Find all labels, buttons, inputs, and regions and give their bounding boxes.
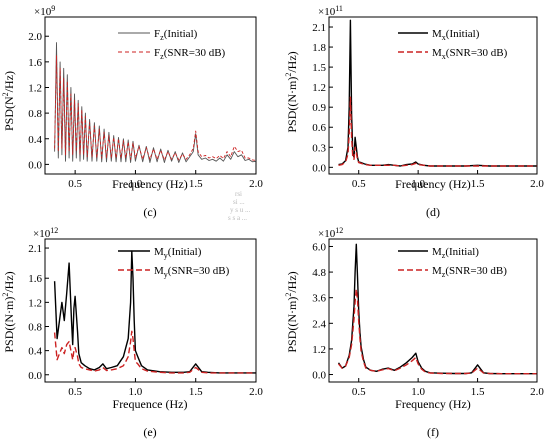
y-tick-label: 0.8 (28, 321, 42, 333)
y-tick-label: 0.4 (28, 346, 42, 358)
series-line-snr (337, 288, 537, 375)
panel-d: ×1011 PSD((N·m)2/Hz) 0.0 0.3 0.6 0.9 1.2 1.5 1… (284, 4, 544, 219)
y-tick-label: 1.2 (312, 344, 326, 356)
legend-label-initial: Fz(Initial) (154, 28, 198, 42)
svg-text:PSD((N·m)2/Hz): PSD((N·m)2/Hz) (284, 271, 299, 352)
legend-label-snr: My(SNR=30 dB) (154, 265, 230, 279)
series-line-initial (338, 19, 537, 167)
y-tick-label: 0.6 (312, 122, 326, 134)
y-axis-label: PSD(N2/Hz) (1, 71, 16, 131)
y-tick-label: 2.1 (312, 22, 326, 34)
x-tick-label: 1.0 (129, 386, 143, 398)
x-tick-label: 2.0 (249, 178, 263, 190)
plot-frame (44, 16, 257, 175)
y-tick-label: 4.8 (312, 267, 326, 279)
y-tick-label: 0.0 (312, 370, 326, 382)
y-tick-label: 0.8 (28, 108, 42, 120)
panel-c: ×109 PSD(N2/Hz) 0.0 0.4 0.8 1.2 1.6 2.0 0.5 1.… (1, 4, 263, 222)
x-tick-label: 2.0 (530, 178, 544, 190)
panel-caption: (e) (143, 425, 156, 439)
plot-data (53, 250, 256, 374)
x-tick-label: 2.0 (530, 386, 544, 398)
legend: Mz(Initial) Mz(SNR=30 dB) (398, 246, 507, 279)
panel-e: ×1012 PSD((N·m)2/Hz) 0.00.40.81.21.62.1 … (1, 226, 263, 439)
x-tick-label: 0.5 (68, 178, 82, 190)
x-axis-label: Frequence (Hz) (113, 397, 188, 411)
legend-label-snr: Mz(SNR=30 dB) (432, 265, 507, 279)
x-tick-label: 2.0 (249, 386, 263, 398)
y-tick-label: 1.2 (28, 297, 42, 309)
x-tick-label: 1.0 (411, 178, 425, 190)
y-tick-label: 0.0 (28, 159, 42, 171)
series-line-snr (53, 330, 256, 374)
legend-label-snr: Fz(SNR=30 dB) (154, 47, 226, 61)
legend-label-initial: Mx(Initial) (432, 28, 480, 42)
x-tick-label: 1.5 (189, 386, 203, 398)
x-axis-label: Frequency (Hz) (395, 177, 471, 191)
x-axis-label: Frequency (Hz) (112, 177, 188, 191)
x-tick-label: 1.5 (471, 386, 485, 398)
x-tick-label: 0.5 (68, 386, 82, 398)
y-tick-label: 0.9 (312, 102, 326, 114)
svg-text:PSD(N2/Hz): PSD(N2/Hz) (1, 71, 16, 131)
x-axis-label: Frequency (Hz) (395, 397, 471, 411)
y-tick-label: 1.6 (28, 273, 42, 285)
plot-frame (328, 16, 538, 175)
legend-label-initial: Mz(Initial) (432, 246, 479, 260)
y-axis-label: PSD((N·m)2/Hz) (284, 51, 299, 132)
legend-label-snr: Mx(SNR=30 dB) (432, 47, 508, 61)
y-tick-label: 3.6 (312, 293, 326, 305)
plot-data (338, 19, 537, 167)
legend: Fz(Initial) Fz(SNR=30 dB) (118, 28, 226, 61)
y-tick-label: 0.3 (312, 142, 326, 154)
x-tick-label: 1.5 (189, 178, 203, 190)
x-tick-label: 1.5 (471, 178, 485, 190)
svg-text:PSD((N·m)2/Hz): PSD((N·m)2/Hz) (284, 51, 299, 132)
y-tick-label: 1.6 (28, 57, 42, 69)
series-line-initial (54, 42, 257, 163)
y-tick-label: 1.5 (312, 62, 326, 74)
y-tick-label: 2.1 (28, 243, 42, 255)
legend: My(Initial) My(SNR=30 dB) (118, 246, 230, 279)
plot-frame (328, 238, 538, 383)
plot-data (54, 42, 257, 163)
svg-text:PSD((N·m)2/Hz): PSD((N·m)2/Hz) (1, 271, 16, 352)
y-tick-label: 1.8 (312, 42, 326, 54)
x-tick-label: 0.5 (352, 386, 366, 398)
panel-f: ×1012 PSD((N·m)2/Hz) 0.01.22.43.64.86.0 … (284, 226, 544, 439)
scale-label: ×1012 (33, 226, 58, 240)
panel-caption: (c) (143, 205, 156, 219)
faint-text-line: s s a ... (228, 214, 247, 222)
x-tick-label: 1.0 (411, 386, 425, 398)
y-tick-label: 0.0 (28, 370, 42, 382)
y-tick-label: 1.2 (312, 82, 326, 94)
x-tick-label: 1.0 (129, 178, 143, 190)
scale-label: ×1011 (318, 4, 343, 18)
scale-label: ×109 (34, 4, 55, 18)
legend: Mx(Initial) Mx(SNR=30 dB) (398, 28, 508, 61)
faint-text-line: y s u ... (230, 206, 250, 214)
y-tick-label: 0.4 (28, 134, 42, 146)
y-axis-label: PSD((N·m)2/Hz) (1, 271, 16, 352)
y-tick-label: 6.0 (312, 241, 326, 253)
series-line-initial (337, 243, 537, 375)
panel-caption: (d) (426, 205, 440, 219)
panel-caption: (f) (427, 425, 439, 439)
y-tick-label: 2.4 (312, 318, 326, 330)
faint-text-line: si ... (233, 198, 245, 206)
x-tick-label: 0.5 (352, 178, 366, 190)
plot-frame (44, 238, 257, 383)
y-tick-label: 2.0 (28, 31, 42, 43)
legend-label-initial: My(Initial) (154, 246, 202, 260)
series-line-snr (54, 54, 257, 161)
y-axis-label: PSD((N·m)2/Hz) (284, 271, 299, 352)
plot-data (337, 243, 537, 375)
faint-text-line: rsi (235, 190, 242, 198)
y-tick-label: 0.0 (312, 162, 326, 174)
scale-label: ×1012 (318, 226, 343, 240)
series-line-snr (338, 96, 537, 167)
y-tick-label: 1.2 (28, 82, 42, 94)
